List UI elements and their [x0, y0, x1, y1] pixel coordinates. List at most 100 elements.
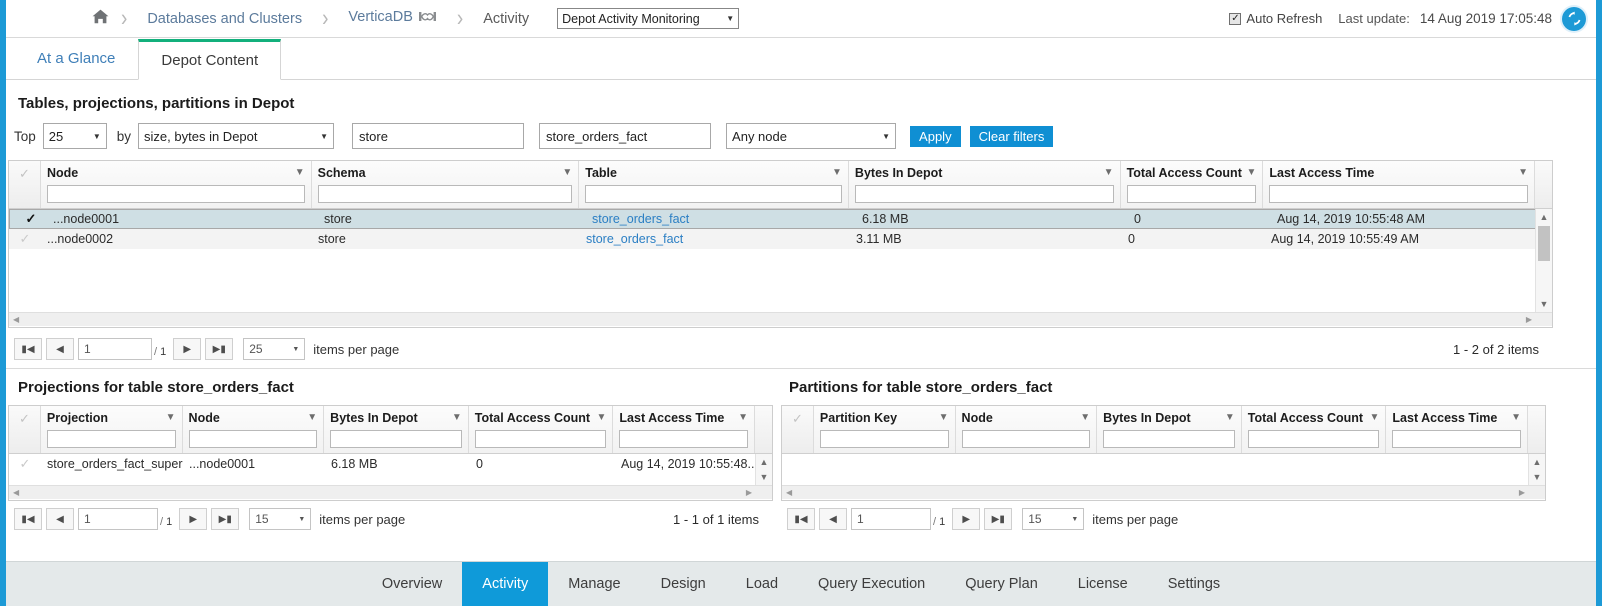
nav-item-load[interactable]: Load	[745, 576, 779, 592]
select-all-column-header[interactable]: ✓	[782, 406, 814, 453]
last-page-button[interactable]: ▶▮	[211, 508, 240, 530]
column-header-last-access-time[interactable]: Last Access Time ▼	[613, 406, 756, 453]
first-page-button[interactable]: ▮◀	[14, 508, 42, 530]
column-header-total-access-count[interactable]: Total Access Count ▼	[1242, 406, 1387, 453]
scroll-down-icon[interactable]: ▼	[1539, 299, 1549, 309]
node-filter-select[interactable]: Any node ▼	[726, 123, 897, 149]
column-filter-input-access[interactable]	[1126, 185, 1257, 203]
nav-item-activity[interactable]: Activity	[462, 562, 549, 606]
column-filter-input-projection[interactable]	[46, 430, 176, 448]
column-header-bytes-in-depot[interactable]: Bytes In Depot ▼	[849, 161, 1121, 208]
row-checkbox[interactable]: ✓	[9, 231, 41, 247]
breadcrumb-item-verticadb[interactable]: VerticaDB	[334, 9, 450, 28]
scroll-left-icon[interactable]: ◀	[13, 488, 20, 497]
scroll-left-icon[interactable]: ◀	[13, 315, 20, 324]
column-header-total-access-count[interactable]: Total Access Count ▼	[1121, 161, 1264, 208]
column-filter-input-schema[interactable]	[317, 185, 573, 203]
table-row[interactable]: ✓ ...node0002 store store_orders_fact 3.…	[9, 229, 1552, 249]
page-number-input[interactable]: 1	[78, 338, 152, 360]
column-filter-input-partition-key[interactable]	[819, 430, 949, 448]
chevron-down-icon[interactable]: ▼	[1103, 167, 1114, 179]
column-header-table[interactable]: Table ▼	[579, 161, 849, 208]
column-filter-input-bytes[interactable]	[330, 430, 462, 448]
scroll-down-icon[interactable]: ▼	[759, 472, 769, 482]
scroll-right-icon[interactable]: ▶	[745, 488, 752, 497]
prev-page-button[interactable]: ◀	[819, 508, 847, 530]
page-number-input[interactable]: 1	[78, 508, 158, 530]
top-count-select[interactable]: 25 ▼	[42, 123, 107, 149]
grid-horizontal-scrollbar[interactable]: ◀ ▶	[9, 312, 1552, 326]
column-filter-input-access[interactable]	[1247, 430, 1380, 448]
scroll-up-icon[interactable]: ▲	[1539, 212, 1549, 222]
chevron-down-icon[interactable]: ▼	[165, 412, 176, 424]
tab-at-a-glance[interactable]: At a Glance	[37, 50, 116, 67]
table-row[interactable]: ✓ store_orders_fact_super ...node0001 6.…	[9, 454, 772, 474]
nav-item-license[interactable]: License	[1077, 576, 1128, 592]
monitoring-context-select[interactable]: Depot Activity Monitoring ▼	[557, 8, 740, 29]
column-header-node[interactable]: Node ▼	[41, 161, 312, 208]
sort-by-select[interactable]: size, bytes in Depot ▼	[138, 123, 335, 149]
nav-item-query-execution[interactable]: Query Execution	[818, 576, 926, 592]
column-header-node[interactable]: Node ▼	[183, 406, 325, 453]
row-checkbox[interactable]: ✓	[9, 456, 41, 472]
scroll-right-icon[interactable]: ▶	[1518, 488, 1525, 497]
chevron-down-icon[interactable]: ▼	[738, 412, 749, 424]
last-page-button[interactable]: ▶▮	[984, 508, 1013, 530]
scroll-right-icon[interactable]: ▶	[1525, 315, 1532, 324]
grid-vertical-scrollbar[interactable]: ▲ ▼	[755, 454, 772, 485]
chevron-down-icon[interactable]: ▼	[307, 412, 318, 424]
tab-depot-content[interactable]: Depot Content	[138, 39, 282, 80]
chevron-down-icon[interactable]: ▼	[1224, 412, 1235, 424]
column-filter-input-last-access[interactable]	[1392, 430, 1522, 448]
grid-vertical-scrollbar[interactable]: ▲ ▼	[1528, 454, 1545, 485]
column-header-schema[interactable]: Schema ▼	[312, 161, 580, 208]
grid-vertical-scrollbar[interactable]: ▲ ▼	[1535, 209, 1552, 312]
column-header-bytes-in-depot[interactable]: Bytes In Depot ▼	[324, 406, 469, 453]
next-page-button[interactable]: ▶	[173, 338, 202, 360]
select-all-column-header[interactable]: ✓	[9, 406, 41, 453]
scrollbar-thumb[interactable]	[1538, 226, 1550, 261]
next-page-button[interactable]: ▶	[179, 508, 208, 530]
items-per-page-select[interactable]: 15 ▼	[249, 508, 312, 530]
nav-item-settings[interactable]: Settings	[1167, 576, 1221, 592]
refresh-icon[interactable]	[1562, 6, 1586, 31]
items-per-page-select[interactable]: 15 ▼	[1022, 508, 1085, 530]
chevron-down-icon[interactable]: ▼	[1518, 167, 1529, 179]
home-icon[interactable]	[86, 9, 115, 28]
items-per-page-select[interactable]: 25 ▼	[243, 338, 306, 360]
column-filter-input-node[interactable]	[188, 430, 318, 448]
chevron-down-icon[interactable]: ▼	[294, 167, 305, 179]
table-row[interactable]: ✓ ...node0001 store store_orders_fact 6.…	[9, 209, 1552, 229]
chevron-down-icon[interactable]: ▼	[1511, 412, 1522, 424]
column-header-bytes-in-depot[interactable]: Bytes In Depot ▼	[1097, 406, 1242, 453]
page-number-input[interactable]: 1	[851, 508, 931, 530]
chevron-down-icon[interactable]: ▼	[938, 412, 949, 424]
scroll-up-icon[interactable]: ▲	[759, 457, 769, 467]
table-filter-input[interactable]: store_orders_fact	[539, 123, 712, 149]
column-filter-input-last-access[interactable]	[1269, 185, 1529, 203]
column-filter-input-table[interactable]	[585, 185, 842, 203]
chevron-down-icon[interactable]: ▼	[1369, 412, 1380, 424]
row-checkbox[interactable]: ✓	[15, 211, 47, 227]
chevron-down-icon[interactable]: ▼	[596, 412, 607, 424]
prev-page-button[interactable]: ◀	[46, 338, 74, 360]
schema-filter-input[interactable]: store	[352, 123, 525, 149]
grid-horizontal-scrollbar[interactable]: ◀ ▶	[782, 485, 1545, 499]
column-filter-input-bytes[interactable]	[854, 185, 1114, 203]
scroll-up-icon[interactable]: ▲	[1532, 457, 1542, 467]
last-page-button[interactable]: ▶▮	[205, 338, 234, 360]
chevron-down-icon[interactable]: ▼	[1080, 412, 1091, 424]
chevron-down-icon[interactable]: ▼	[562, 167, 573, 179]
column-header-total-access-count[interactable]: Total Access Count ▼	[469, 406, 614, 453]
column-header-last-access-time[interactable]: Last Access Time ▼	[1263, 161, 1536, 208]
column-filter-input-node[interactable]	[46, 185, 305, 203]
column-header-projection[interactable]: Projection ▼	[41, 406, 183, 453]
apply-button[interactable]: Apply	[910, 125, 961, 147]
scroll-left-icon[interactable]: ◀	[786, 488, 793, 497]
chevron-down-icon[interactable]: ▼	[832, 167, 842, 179]
clear-filters-button[interactable]: Clear filters	[969, 125, 1054, 147]
column-filter-input-node[interactable]	[961, 430, 1091, 448]
first-page-button[interactable]: ▮◀	[14, 338, 42, 360]
column-filter-input-access[interactable]	[474, 430, 607, 448]
nav-item-manage[interactable]: Manage	[568, 576, 621, 592]
